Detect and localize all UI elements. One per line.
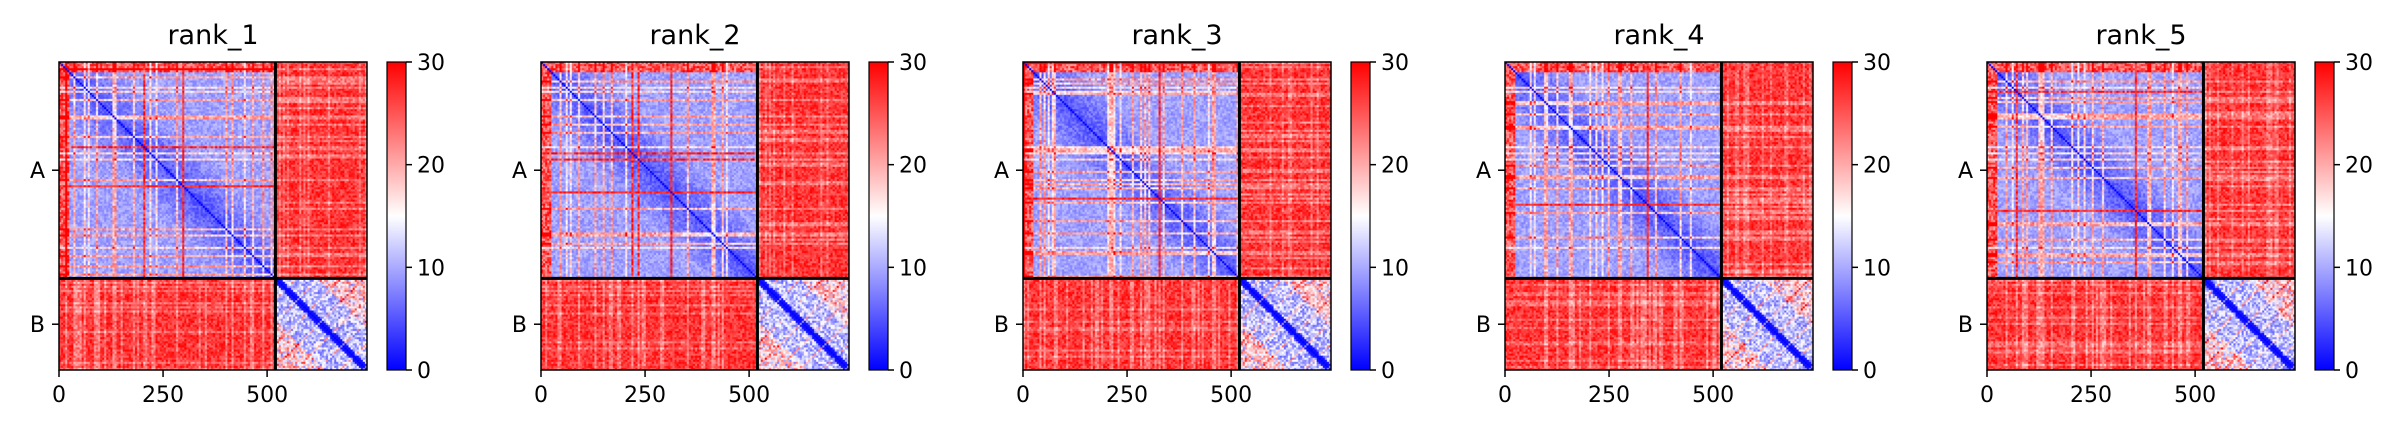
x-tick-label: 250 xyxy=(624,383,666,408)
chain-label: B xyxy=(994,313,1009,338)
x-tick-label: 500 xyxy=(1692,383,1734,408)
panel-title: rank_5 xyxy=(2095,20,2186,51)
colorbar-tick-label: 20 xyxy=(1863,154,1891,179)
x-tick-label: 500 xyxy=(728,383,770,408)
x-tick-label: 500 xyxy=(1210,383,1252,408)
colorbar-tick-label: 20 xyxy=(417,154,445,179)
chain-label: B xyxy=(512,313,527,338)
x-tick-label: 500 xyxy=(2174,383,2216,408)
heatmap-image xyxy=(1505,62,1813,370)
panel-rank_3: rank_3 A B 0 250 500 0 10 20 30 xyxy=(994,20,1409,408)
panel-rank_5: rank_5 A B 0 250 500 0 10 20 30 xyxy=(1958,20,2373,408)
heatmap-frame xyxy=(1504,61,1814,371)
panel-title: rank_2 xyxy=(649,20,740,51)
colorbar-tick-label: 0 xyxy=(1381,359,1395,384)
chain-label: A xyxy=(30,159,45,184)
colorbar-tick-label: 0 xyxy=(2345,359,2359,384)
heatmap-image xyxy=(541,62,849,370)
panel-title: rank_1 xyxy=(167,20,258,51)
colorbar-tick-label: 20 xyxy=(2345,154,2373,179)
x-tick-label: 0 xyxy=(534,383,548,408)
colorbar-tick-label: 0 xyxy=(417,359,431,384)
panel-title: rank_3 xyxy=(1131,20,1222,51)
x-tick-label: 250 xyxy=(2070,383,2112,408)
x-tick-label: 0 xyxy=(1498,383,1512,408)
x-tick-label: 500 xyxy=(246,383,288,408)
heatmap-image xyxy=(1987,62,2295,370)
chain-label: B xyxy=(1958,313,1973,338)
colorbar-tick-label: 0 xyxy=(899,359,913,384)
colorbar-tick-label: 10 xyxy=(899,256,927,281)
colorbar-tick-label: 20 xyxy=(899,154,927,179)
colorbar-tick-label: 10 xyxy=(1863,256,1891,281)
chain-label: A xyxy=(512,159,527,184)
colorbar xyxy=(2314,61,2335,371)
panel-rank_2: rank_2 A B 0 250 500 0 10 20 30 xyxy=(512,20,927,408)
colorbar xyxy=(868,61,889,371)
colorbar-tick-label: 30 xyxy=(1381,51,1409,76)
colorbar-tick-label: 10 xyxy=(1381,256,1409,281)
chain-label: B xyxy=(30,313,45,338)
x-tick-label: 0 xyxy=(1016,383,1030,408)
colorbar xyxy=(1350,61,1371,371)
heatmap-frame xyxy=(540,61,850,371)
chain-label: A xyxy=(1476,159,1491,184)
colorbar-tick-label: 10 xyxy=(417,256,445,281)
panel-title: rank_4 xyxy=(1613,20,1704,51)
x-tick-label: 250 xyxy=(1106,383,1148,408)
x-tick-label: 250 xyxy=(142,383,184,408)
heatmap-frame xyxy=(1986,61,2296,371)
colorbar-tick-label: 30 xyxy=(2345,51,2373,76)
chain-label: A xyxy=(1958,159,1973,184)
heatmap-frame xyxy=(1022,61,1332,371)
colorbar-tick-label: 30 xyxy=(899,51,927,76)
heatmap-image xyxy=(59,62,367,370)
x-tick-label: 0 xyxy=(1980,383,1994,408)
panel-rank_1: rank_1 A B 0 250 500 0 10 20 30 xyxy=(30,20,445,408)
x-tick-label: 0 xyxy=(52,383,66,408)
x-tick-label: 250 xyxy=(1588,383,1630,408)
colorbar-tick-label: 10 xyxy=(2345,256,2373,281)
chain-label: A xyxy=(994,159,1009,184)
colorbar xyxy=(386,61,407,371)
chain-label: B xyxy=(1476,313,1491,338)
colorbar xyxy=(1832,61,1853,371)
panel-rank_4: rank_4 A B 0 250 500 0 10 20 30 xyxy=(1476,20,1891,408)
heatmap-frame xyxy=(58,61,368,371)
colorbar-tick-label: 30 xyxy=(417,51,445,76)
colorbar-tick-label: 0 xyxy=(1863,359,1877,384)
heatmap-image xyxy=(1023,62,1331,370)
colorbar-tick-label: 20 xyxy=(1381,154,1409,179)
colorbar-tick-label: 30 xyxy=(1863,51,1891,76)
